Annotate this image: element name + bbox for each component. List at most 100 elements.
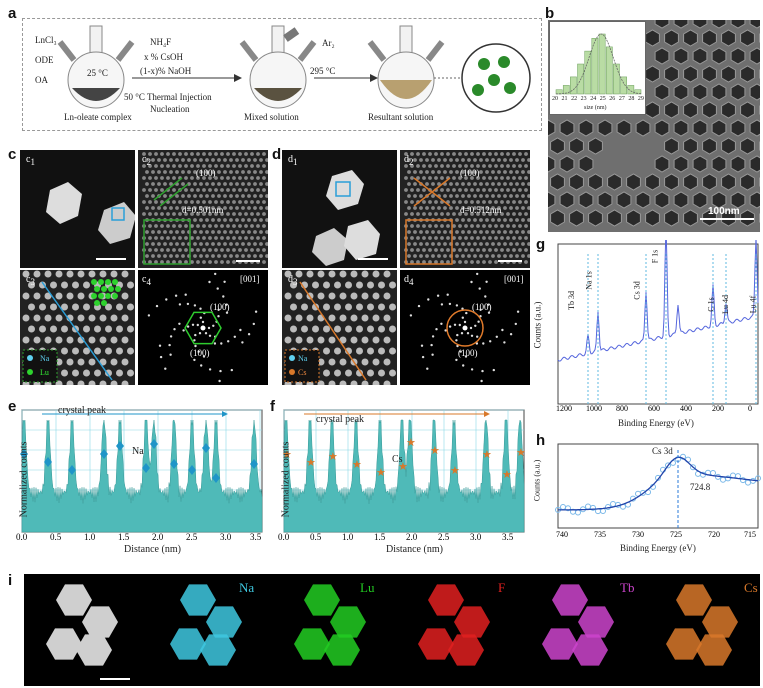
atom-column <box>473 218 477 222</box>
atom-column <box>464 176 468 180</box>
atom-column <box>238 164 242 168</box>
atom-column <box>190 248 194 252</box>
atom-column <box>238 188 242 192</box>
atom-column <box>148 224 152 228</box>
atom-column <box>527 206 530 210</box>
atom-column <box>226 188 230 192</box>
atom-column <box>312 281 319 289</box>
atom-column <box>208 212 212 216</box>
diffraction-spot <box>453 323 457 326</box>
diffraction-spot <box>503 341 506 344</box>
atom-column <box>151 170 155 174</box>
diffraction-spot <box>448 325 452 328</box>
nanoparticle <box>749 191 760 209</box>
atom-column <box>55 292 63 300</box>
atom-column <box>211 230 215 234</box>
atom-column <box>410 212 414 216</box>
atom-column <box>151 158 155 162</box>
atom-column <box>247 242 251 246</box>
atom-column <box>461 206 465 210</box>
peak-marker <box>188 465 196 475</box>
atom-column <box>449 182 453 186</box>
atom-column <box>518 200 522 204</box>
atom-column <box>121 270 129 278</box>
nanoparticle <box>692 83 708 101</box>
panel-label-a: a <box>8 5 17 22</box>
nanoparticle <box>654 155 670 173</box>
atom-column <box>339 336 347 344</box>
diffraction-spot <box>460 332 464 335</box>
atom-column <box>175 242 179 246</box>
nanoparticle <box>730 191 746 209</box>
atom-column <box>211 182 215 186</box>
atom-column <box>116 325 123 333</box>
atom-column <box>241 230 245 234</box>
nanoparticle <box>645 101 660 119</box>
nanoparticle <box>740 29 755 47</box>
atom-column <box>491 158 495 162</box>
atom-column <box>416 236 420 240</box>
atom-column <box>521 170 525 174</box>
g-ylabel: Counts (a.u.) <box>532 301 543 349</box>
atom-column <box>199 242 203 246</box>
flask-1-caption: Ln-oleate complex <box>64 112 132 122</box>
d2-label: d2 <box>404 154 414 167</box>
e-annotation: crystal peak <box>58 405 107 416</box>
panel-label-e: e <box>8 398 17 415</box>
atom-column <box>521 242 525 246</box>
eds-particle <box>294 628 330 660</box>
diffraction-spot <box>492 368 495 372</box>
atom-column <box>169 254 173 258</box>
nanoparticle <box>711 155 727 173</box>
nanoparticle <box>673 191 689 209</box>
atom-column <box>503 194 507 198</box>
atom-column <box>494 260 498 264</box>
atom-column <box>238 248 242 252</box>
diffraction-spot <box>476 335 479 338</box>
atom-column <box>488 248 492 252</box>
diffraction-spot <box>220 342 223 345</box>
diffraction-spot <box>489 340 492 343</box>
atom-column <box>208 176 212 180</box>
f-ylabel: Normalized counts <box>280 441 292 518</box>
atom-column <box>235 182 239 186</box>
atom-column <box>160 248 164 252</box>
atom-column <box>142 212 146 216</box>
atom-column <box>410 188 414 192</box>
diffraction-spot <box>474 324 477 327</box>
atom-column <box>345 369 352 377</box>
atom-column <box>509 194 513 198</box>
atom-column <box>506 176 510 180</box>
atom-column <box>425 242 429 246</box>
atom-column <box>33 292 41 300</box>
atom-column <box>524 176 528 180</box>
atom-column <box>148 188 152 192</box>
atom-column <box>506 152 510 156</box>
atom-column <box>428 176 432 180</box>
diffraction-spot <box>204 332 208 335</box>
atom-column <box>434 164 438 168</box>
atom-column <box>66 380 74 385</box>
fringe-line <box>159 183 189 207</box>
nanoparticle <box>711 47 727 65</box>
diffraction-spot <box>470 334 474 337</box>
atom-column <box>214 188 218 192</box>
flask-2-caption: Mixed solution <box>244 112 299 122</box>
atom-column <box>488 236 492 240</box>
atom-column <box>220 236 224 240</box>
atom-column <box>509 158 513 162</box>
atom-column <box>229 182 233 186</box>
atom-column <box>39 325 46 333</box>
data-point <box>725 475 731 482</box>
atom-column <box>241 254 245 258</box>
atom-column <box>509 242 513 246</box>
diffraction-spot <box>193 358 196 362</box>
atom-column <box>187 182 191 186</box>
atom-column <box>515 206 519 210</box>
peak-marker <box>212 473 220 483</box>
atom-column <box>142 152 146 156</box>
atom-column <box>410 248 414 252</box>
atom-column <box>503 254 507 258</box>
diffraction-spot <box>155 304 159 308</box>
atom-column <box>491 182 495 186</box>
